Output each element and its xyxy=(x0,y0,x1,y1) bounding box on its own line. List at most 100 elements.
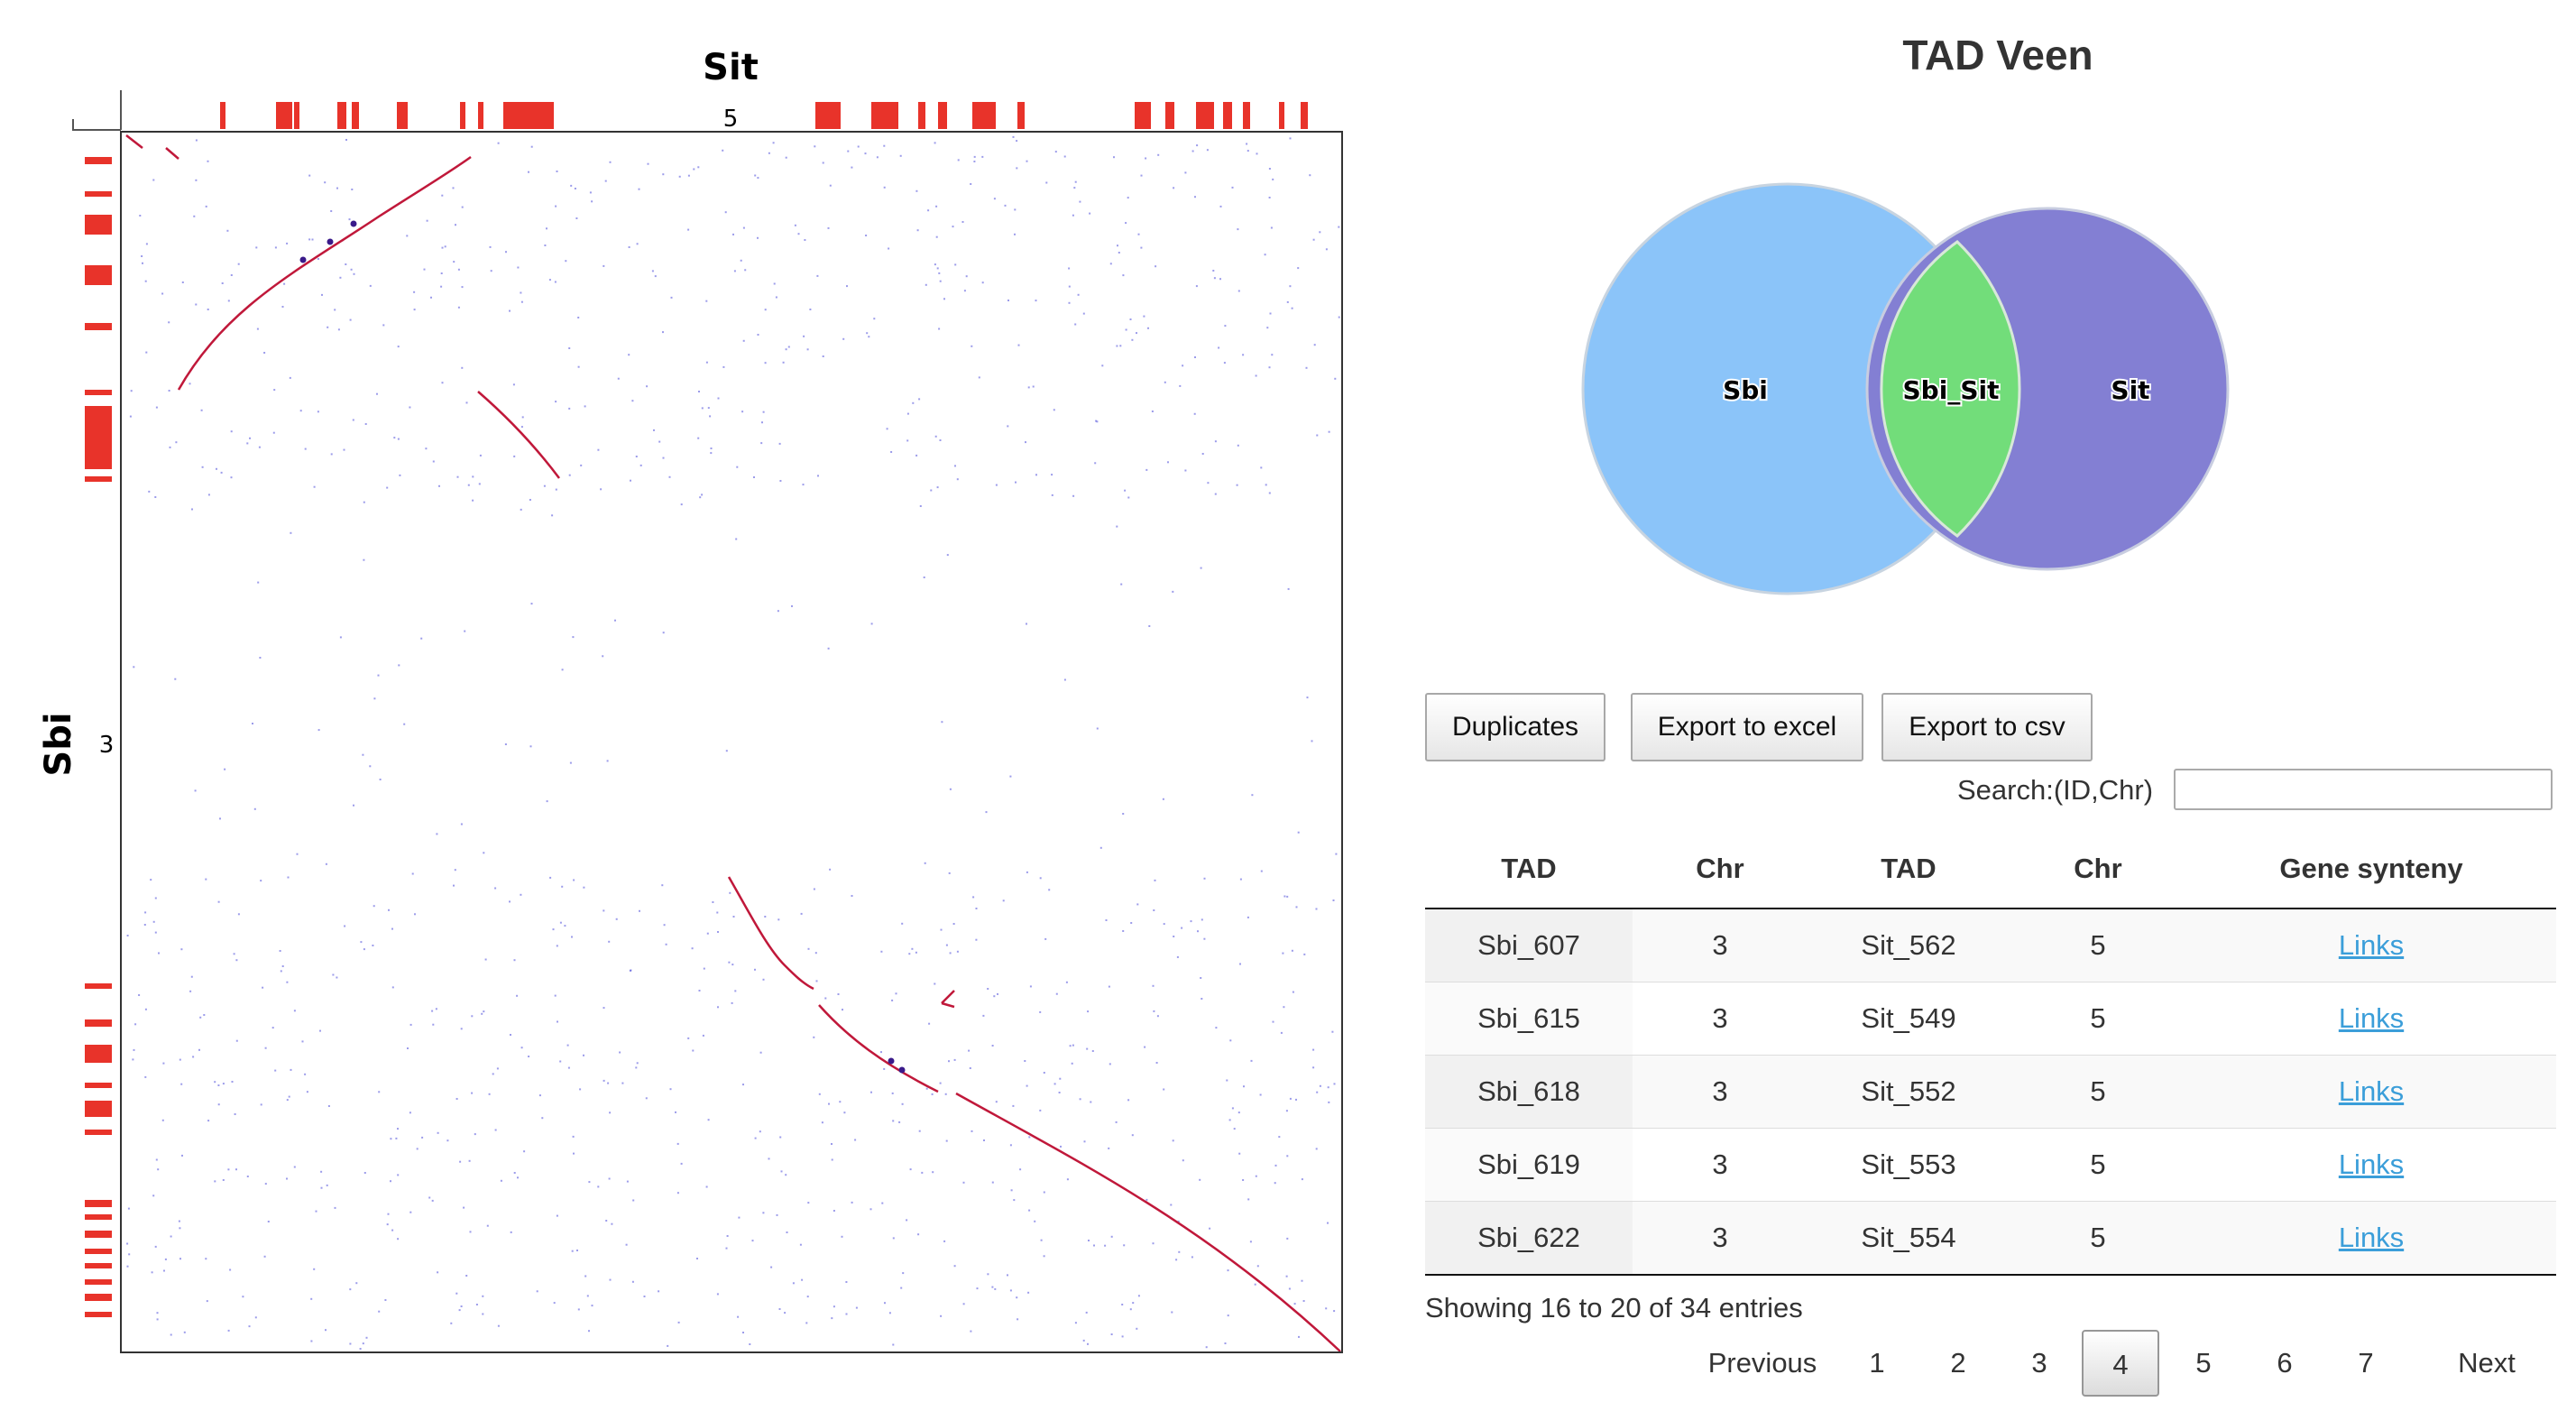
noise-dot xyxy=(647,162,649,165)
noise-dot xyxy=(1032,385,1035,388)
noise-dot xyxy=(667,1344,669,1347)
noise-dot xyxy=(1091,1050,1094,1052)
header-gene-synteny[interactable]: Gene synteny xyxy=(2186,830,2556,909)
duplicates-button[interactable]: Duplicates xyxy=(1425,693,1605,761)
noise-dot xyxy=(975,908,978,909)
noise-dot xyxy=(126,1265,129,1268)
cell-tad-2: Sit_553 xyxy=(1808,1128,2010,1202)
pagination-page-4-current[interactable]: 4 xyxy=(2082,1330,2159,1397)
noise-dot xyxy=(1089,212,1091,215)
pagination-page-7[interactable]: 7 xyxy=(2358,1347,2374,1379)
noise-dot xyxy=(235,1039,238,1042)
noise-dot xyxy=(1065,981,1068,983)
noise-dot xyxy=(384,1299,387,1301)
noise-dot xyxy=(1219,205,1222,208)
noise-dot xyxy=(697,166,700,169)
right-panel: TAD Veen Sbi Sbi_Sit Sit Duplicates Expo… xyxy=(1425,0,2576,1402)
noise-dot xyxy=(378,1091,381,1093)
pagination-next[interactable]: Next xyxy=(2458,1347,2516,1379)
noise-dot xyxy=(1127,1099,1130,1102)
noise-dot xyxy=(246,1176,249,1177)
noise-dot xyxy=(1163,923,1165,926)
noise-dot xyxy=(662,331,664,334)
noise-dot xyxy=(369,765,372,768)
noise-dot xyxy=(369,284,372,287)
noise-dot xyxy=(1269,312,1272,315)
header-tad-1[interactable]: TAD xyxy=(1425,830,1633,909)
noise-dot xyxy=(471,1092,474,1094)
noise-dot xyxy=(1193,412,1196,415)
noise-dot xyxy=(1338,226,1340,228)
noise-dot xyxy=(273,389,276,392)
noise-dot xyxy=(891,1092,894,1094)
noise-dot xyxy=(895,992,897,995)
noise-dot xyxy=(496,1067,499,1070)
noise-dot xyxy=(985,811,988,814)
noise-dot xyxy=(698,391,700,392)
noise-dot xyxy=(1239,878,1242,881)
noise-dot xyxy=(900,1287,903,1289)
noise-dot xyxy=(1311,740,1313,743)
gene-synteny-link[interactable]: Links xyxy=(2338,1075,2405,1107)
noise-dot xyxy=(1060,1145,1062,1148)
noise-dot xyxy=(936,267,939,270)
noise-dot xyxy=(1259,1093,1262,1096)
gene-synteny-link[interactable]: Links xyxy=(2338,1148,2405,1180)
noise-dot xyxy=(993,198,996,200)
venn-intersection[interactable] xyxy=(1880,240,2021,538)
export-csv-button[interactable]: Export to csv xyxy=(1881,693,2093,761)
noise-dot xyxy=(440,272,443,274)
export-excel-button[interactable]: Export to excel xyxy=(1631,693,1863,761)
header-chr-2[interactable]: Chr xyxy=(2010,830,2186,909)
noise-dot xyxy=(386,1223,389,1226)
noise-dot xyxy=(1196,144,1199,147)
noise-dot xyxy=(906,1219,908,1222)
noise-dot xyxy=(252,723,253,724)
noise-dot xyxy=(939,1082,942,1084)
noise-dot xyxy=(738,1216,741,1219)
pagination-page-6[interactable]: 6 xyxy=(2277,1347,2293,1379)
noise-dot xyxy=(425,447,428,450)
gene-synteny-link[interactable]: Links xyxy=(2338,1222,2405,1253)
pagination-previous[interactable]: Previous xyxy=(1707,1347,1817,1379)
noise-dot xyxy=(1016,167,1018,170)
noise-dot xyxy=(846,285,848,288)
noise-dot xyxy=(847,150,850,152)
noise-dot xyxy=(934,142,936,144)
noise-dot xyxy=(382,324,385,327)
x-tad-segment xyxy=(871,102,898,129)
noise-dot xyxy=(293,1010,296,1012)
noise-dot xyxy=(816,274,819,277)
noise-dot xyxy=(301,1040,304,1043)
noise-dot xyxy=(754,968,756,971)
noise-dot xyxy=(488,1093,491,1095)
noise-dot xyxy=(1173,187,1175,189)
noise-dot xyxy=(1306,696,1309,699)
x-tad-segment xyxy=(503,102,554,129)
noise-dot xyxy=(833,1210,835,1212)
noise-dot xyxy=(1264,254,1266,256)
noise-dot xyxy=(468,1159,471,1162)
noise-dot xyxy=(189,383,191,385)
noise-dot xyxy=(168,390,170,392)
noise-dot xyxy=(475,1304,478,1305)
noise-dot xyxy=(133,1048,135,1051)
noise-dot xyxy=(717,1006,719,1009)
pagination-page-5[interactable]: 5 xyxy=(2195,1347,2212,1379)
header-chr-1[interactable]: Chr xyxy=(1633,830,1808,909)
noise-dot xyxy=(687,228,690,231)
noise-dot xyxy=(529,745,532,748)
pagination-page-1[interactable]: 1 xyxy=(1869,1347,1885,1379)
noise-dot xyxy=(824,997,827,1000)
noise-dot xyxy=(991,1286,994,1288)
gene-synteny-link[interactable]: Links xyxy=(2338,1002,2405,1034)
pagination-page-2[interactable]: 2 xyxy=(1950,1347,1966,1379)
search-input[interactable] xyxy=(2174,769,2553,810)
gene-synteny-link[interactable]: Links xyxy=(2338,929,2405,961)
pagination-page-3[interactable]: 3 xyxy=(2031,1347,2047,1379)
noise-dot xyxy=(842,337,845,340)
noise-dot xyxy=(162,1062,165,1065)
noise-dot xyxy=(1155,265,1157,268)
header-tad-2[interactable]: TAD xyxy=(1808,830,2010,909)
noise-dot xyxy=(807,947,810,950)
